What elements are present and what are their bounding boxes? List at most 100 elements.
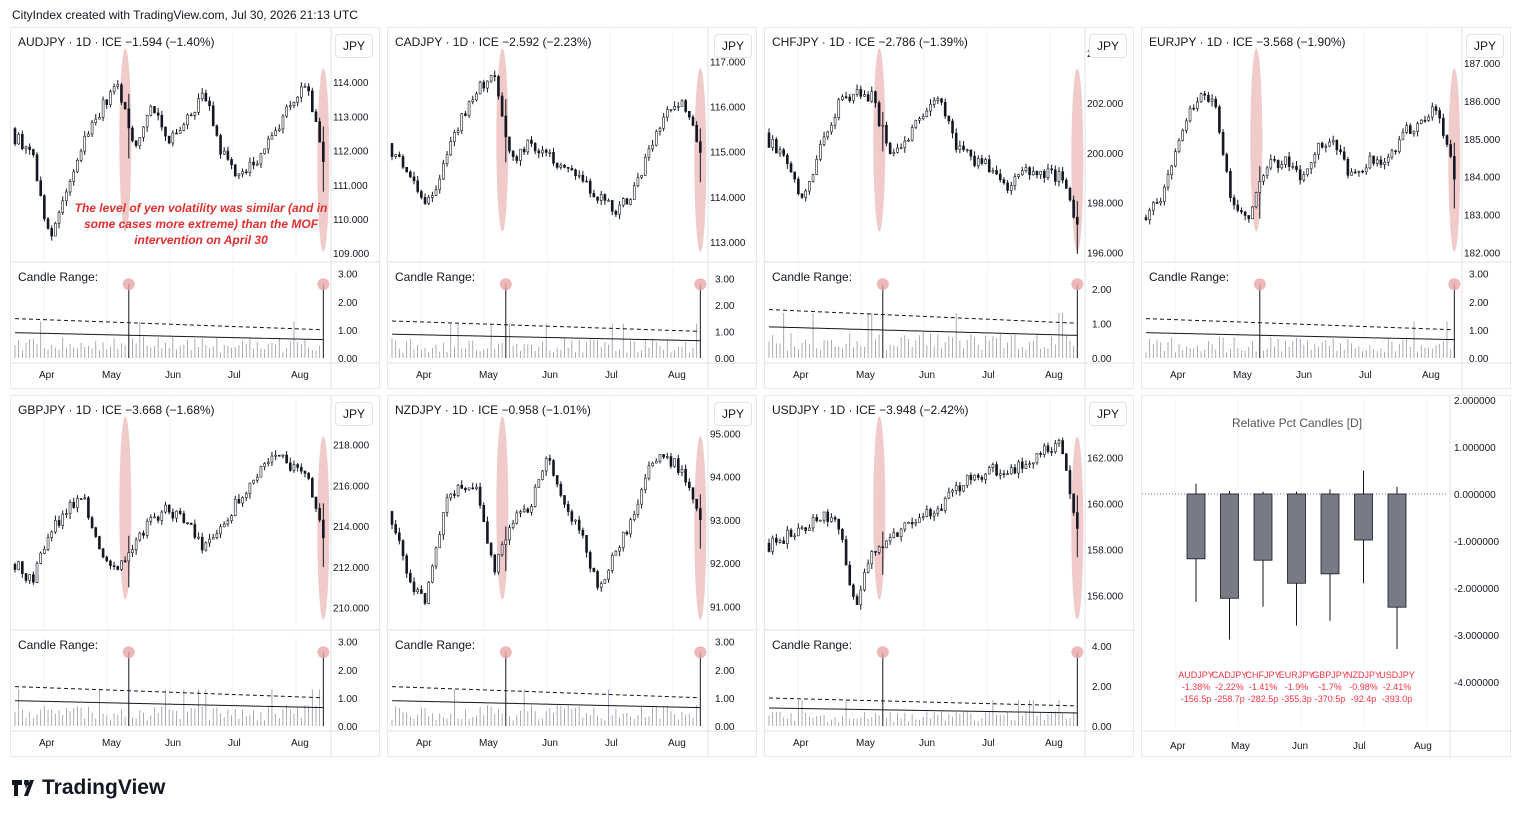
candle-body bbox=[1445, 135, 1449, 145]
candle-body bbox=[811, 174, 815, 182]
candle-body bbox=[1353, 171, 1357, 174]
candle-body bbox=[855, 596, 859, 606]
chart-panel-5[interactable]: 218.000 216.000 214.000 212.000 210.000 3.00 2… bbox=[10, 395, 381, 758]
candle-body bbox=[303, 470, 307, 474]
pct-label: -1.9% bbox=[1285, 682, 1309, 692]
x-tick-label: Apr bbox=[416, 738, 432, 749]
candle-body bbox=[456, 484, 460, 496]
candle-body bbox=[508, 527, 511, 541]
y-tick-label: 184.000 bbox=[1464, 173, 1501, 184]
candle-body bbox=[211, 537, 215, 540]
candle-body bbox=[778, 149, 782, 154]
x-tick-label: Apr bbox=[793, 738, 809, 749]
y-tick-label: 216.000 bbox=[333, 481, 370, 492]
currency-button[interactable]: JPY bbox=[1466, 34, 1504, 58]
candle-body bbox=[618, 547, 621, 552]
chart-panel-6[interactable]: 95.000 94.000 93.000 92.000 91.000 3.00 2.00 1.… bbox=[387, 395, 758, 758]
volatility-highlight bbox=[119, 416, 132, 600]
candle-body bbox=[1346, 158, 1350, 176]
candle-body bbox=[412, 581, 416, 593]
candle-body bbox=[230, 515, 233, 522]
range-tick-label: 2.00 bbox=[338, 298, 358, 309]
candle-body bbox=[932, 512, 936, 517]
candle-body bbox=[412, 176, 416, 182]
candle-body bbox=[1009, 467, 1013, 475]
candle-body bbox=[599, 583, 603, 588]
candle-body bbox=[1076, 216, 1079, 225]
chart-panel-2[interactable]: 117.000 116.000 115.000 114.000 113.000 3.00 2… bbox=[387, 27, 758, 390]
y-tick-label: -1.000000 bbox=[1454, 537, 1499, 548]
category-label: GBPJPY bbox=[1312, 670, 1348, 680]
candle-body bbox=[537, 479, 541, 488]
candle-body bbox=[874, 551, 877, 553]
candle-body bbox=[307, 86, 310, 92]
candle-body bbox=[925, 110, 929, 117]
chart-panel-1[interactable]: 114.000 113.000 112.000 111.000 110.000 109.0… bbox=[10, 27, 381, 390]
price-chart-svg: 187.000 186.000 185.000 184.000 183.000 182.0… bbox=[1142, 28, 1512, 390]
y-tick-label: 186.000 bbox=[1464, 97, 1501, 108]
range-spike-marker bbox=[317, 278, 330, 291]
candle-body bbox=[596, 196, 599, 201]
candle-body bbox=[691, 116, 695, 126]
chart-panel-4[interactable]: 187.000 186.000 185.000 184.000 183.000 182.0… bbox=[1141, 27, 1512, 390]
candle-range-label: Candle Range: bbox=[1149, 270, 1230, 284]
candle-body bbox=[409, 171, 412, 178]
currency-button[interactable]: JPY bbox=[714, 34, 752, 58]
candle-body bbox=[951, 120, 954, 134]
candle-body bbox=[954, 485, 958, 491]
candle-body bbox=[1192, 107, 1196, 110]
candle-body bbox=[508, 136, 511, 152]
currency-button[interactable]: JPY bbox=[1089, 34, 1127, 58]
candle-body bbox=[1065, 453, 1068, 471]
chart-panel-7[interactable]: 162.000 160.000 158.000 156.000 4.00 2.00 0.00… bbox=[764, 395, 1135, 758]
candle-body bbox=[160, 115, 164, 128]
volatility-highlight bbox=[873, 416, 886, 600]
candle-body bbox=[244, 171, 248, 174]
candle-body bbox=[998, 173, 1002, 181]
candle-body bbox=[1405, 125, 1408, 133]
currency-button[interactable]: JPY bbox=[714, 402, 752, 426]
currency-button[interactable]: JPY bbox=[1089, 402, 1127, 426]
relative-pct-panel[interactable]: 2.000000 1.000000 0.000000 -1.000000 -2.0000… bbox=[1141, 395, 1512, 758]
candle-body bbox=[1009, 185, 1013, 191]
chart-panel-3[interactable]: 204.000202.000200.000198.000196.0002.001… bbox=[764, 27, 1135, 390]
candle-body bbox=[65, 191, 68, 202]
candle-body bbox=[677, 106, 680, 108]
x-tick-label: Jun bbox=[919, 370, 935, 381]
candle-body bbox=[1181, 130, 1185, 141]
candle-range-label: Candle Range: bbox=[395, 638, 476, 652]
y-tick-label: 114.000 bbox=[333, 78, 369, 89]
candle-body bbox=[614, 211, 618, 215]
candle-body bbox=[427, 197, 431, 204]
currency-button[interactable]: JPY bbox=[335, 34, 373, 58]
candle-body bbox=[1042, 171, 1046, 178]
candle-body bbox=[164, 504, 167, 513]
candle-body bbox=[1203, 93, 1207, 96]
tradingview-brand: TradingView bbox=[12, 776, 165, 800]
candle-body bbox=[105, 556, 109, 562]
candle-body bbox=[688, 111, 691, 118]
candle-body bbox=[833, 517, 837, 520]
candle-body bbox=[322, 141, 325, 162]
candle-body bbox=[1317, 143, 1320, 155]
candle-body bbox=[688, 481, 691, 488]
currency-button[interactable]: JPY bbox=[335, 402, 373, 426]
candle-body bbox=[592, 568, 596, 572]
candle-body bbox=[1438, 110, 1441, 119]
candle-body bbox=[830, 124, 833, 133]
candle-body bbox=[1068, 188, 1072, 201]
panel-title: CADJPY · 1D · ICE −2.592 (−2.23%) bbox=[395, 35, 592, 49]
y-tick-label: -3.000000 bbox=[1454, 631, 1499, 642]
candle-body bbox=[303, 86, 307, 88]
candle-body bbox=[1210, 98, 1214, 102]
candle-body bbox=[416, 589, 419, 593]
candle-range-label: Candle Range: bbox=[772, 638, 853, 652]
x-tick-label: Aug bbox=[1045, 370, 1063, 381]
candle-body bbox=[1017, 461, 1020, 474]
candle-body bbox=[699, 508, 702, 520]
candle-body bbox=[204, 542, 208, 551]
y-tick-label: 210.000 bbox=[333, 604, 370, 615]
candle-body bbox=[1394, 150, 1397, 153]
candle-body bbox=[885, 124, 888, 144]
candle-body bbox=[266, 138, 270, 150]
